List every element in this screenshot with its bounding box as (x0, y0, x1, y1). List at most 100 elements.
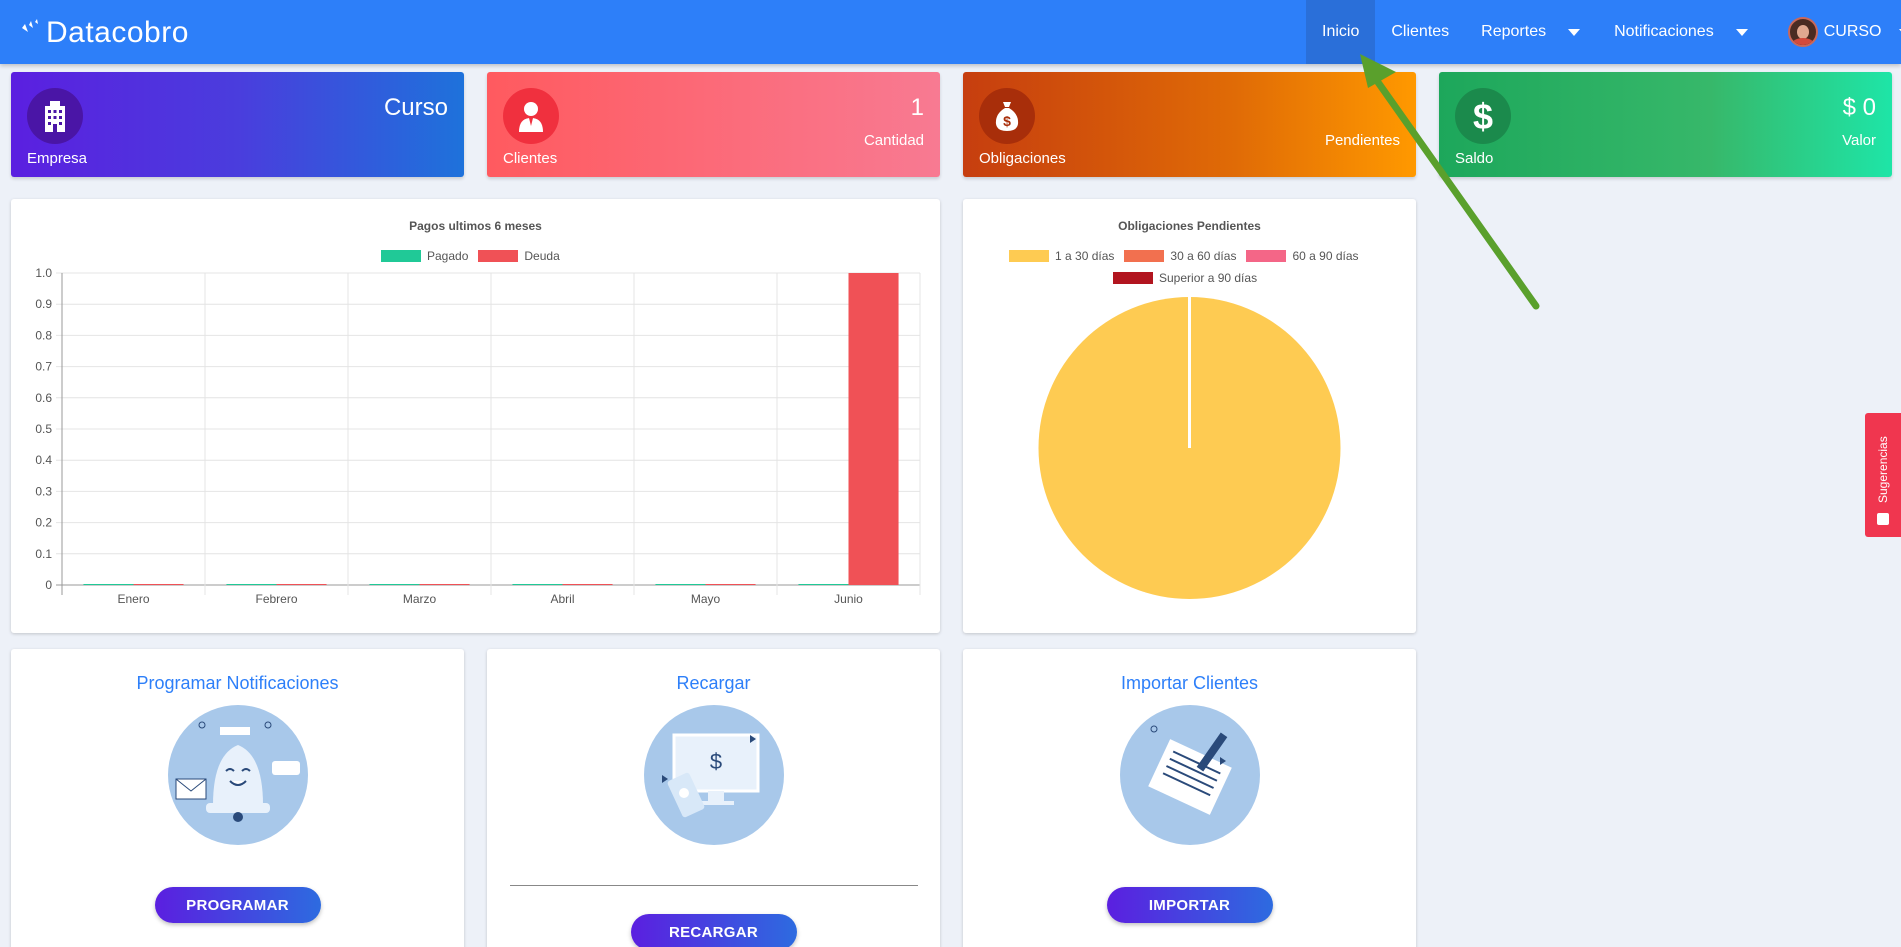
bar-pagado (83, 584, 134, 585)
card-obligaciones: $ Pendientes Obligaciones (963, 72, 1416, 177)
bell-notification-icon (167, 705, 308, 845)
bar-chart-panel: Pagos ultimos 6 meses Pagado Deuda 1.0 0.… (11, 199, 940, 633)
logo-text-cobro: cobro (111, 16, 189, 49)
legend-swatch-pagado (381, 250, 421, 262)
bar-deuda (419, 584, 470, 585)
y-tick-label: 0.1 (35, 547, 52, 561)
dollar-icon: $ (1455, 88, 1511, 144)
money-bag-icon: $ (979, 88, 1035, 144)
y-tick-label: 0 (45, 578, 52, 592)
action-card-programar: Programar Notificaciones PROGRAMAR (11, 649, 464, 947)
bar-pagado (655, 584, 706, 585)
action-title: Importar Clientes (1120, 673, 1259, 693)
y-tick-label: 0.3 (35, 484, 52, 498)
person-icon (503, 88, 559, 144)
y-tick-label: 0.4 (35, 453, 52, 467)
import-document-icon (1119, 705, 1260, 845)
main-nav: Inicio Clientes Reportes Notificaciones … (1306, 0, 1901, 64)
card-clientes: 1 Cantidad Clientes (487, 72, 940, 177)
bar-pagado (798, 584, 849, 585)
action-card-recargar: Recargar $ RECARGAR (487, 649, 940, 947)
legend-swatch-deuda (478, 250, 519, 262)
chevron-down-icon (1568, 28, 1581, 36)
bar-chart-title: Pagos ultimos 6 meses (409, 219, 542, 233)
bar-deuda (276, 584, 327, 585)
legend-label: Superior a 90 días (1159, 271, 1258, 285)
legend-swatch (1113, 272, 1153, 284)
nav-inicio-label: Inicio (1322, 23, 1360, 40)
legend-label: 1 a 30 días (1055, 249, 1115, 263)
card-value: 1 (910, 94, 924, 121)
card-sub: Valor (1842, 132, 1876, 149)
logo-text-data: Data (46, 16, 112, 49)
action-title: Programar Notificaciones (136, 673, 339, 693)
user-menu[interactable]: CURSO (1764, 0, 1901, 64)
chat-icon (1877, 513, 1889, 525)
svg-text:$: $ (1473, 98, 1493, 134)
bar-pagado (369, 584, 420, 585)
bar-pagado (226, 584, 277, 585)
user-name: CURSO (1823, 23, 1882, 40)
y-tick-label: 0.8 (35, 328, 52, 342)
nav-notificaciones-label: Notificaciones (1614, 23, 1714, 40)
recargar-button[interactable]: RECARGAR (630, 914, 797, 947)
card-empresa: Curso Empresa (11, 72, 464, 177)
pie-chart-panel: Obligaciones Pendientes 1 a 30 días 30 a… (963, 199, 1416, 633)
avatar (1787, 17, 1818, 47)
card-label: Clientes (503, 150, 558, 167)
bar-pagado (512, 584, 563, 585)
bar-deuda (562, 584, 613, 585)
legend-label: 60 a 90 días (1292, 249, 1359, 263)
bar-chart: 1.0 0.9 0.8 0.7 0.6 0.5 0.4 0.3 0.2 0.1 0 Enero Febr… (35, 266, 921, 606)
legend-swatch (1246, 250, 1287, 262)
pie-chart-title: Obligaciones Pendientes (1118, 219, 1261, 233)
programar-button[interactable]: PROGRAMAR (154, 887, 321, 923)
x-tick-label: Junio (834, 592, 863, 606)
x-tick-label: Enero (117, 592, 149, 606)
nav-clientes[interactable]: Clientes (1375, 0, 1465, 64)
card-value: Curso (383, 94, 448, 121)
bar-deuda (848, 273, 899, 585)
card-label: Obligaciones (979, 150, 1066, 167)
legend-swatch (1009, 250, 1049, 262)
y-tick-label: 0.5 (35, 422, 52, 436)
nav-inicio[interactable]: Inicio (1306, 0, 1376, 64)
legend-label-pagado: Pagado (427, 249, 469, 263)
y-tick-label: 1.0 (35, 266, 52, 280)
bar-chart-legend: Pagado Deuda (381, 249, 560, 263)
logo-birds-icon (22, 19, 38, 32)
importar-button[interactable]: IMPORTAR (1106, 887, 1273, 923)
card-value: $ 0 (1842, 94, 1876, 121)
suggestions-label: Sugerencias (1876, 436, 1890, 504)
pie-legend-row-2: Superior a 90 días (1113, 271, 1257, 285)
nav-reportes-label: Reportes (1481, 23, 1547, 40)
svg-text:$: $ (709, 749, 721, 774)
x-tick-label: Mayo (691, 592, 721, 606)
suggestions-tab[interactable]: Sugerencias (1865, 413, 1901, 537)
y-tick-label: 0.2 (35, 516, 52, 530)
nav-notificaciones[interactable]: Notificaciones (1596, 0, 1764, 64)
nav-clientes-label: Clientes (1391, 23, 1450, 40)
building-icon (27, 88, 83, 144)
nav-reportes[interactable]: Reportes (1465, 0, 1596, 64)
card-sub: Cantidad (863, 132, 924, 149)
chevron-down-icon (1899, 28, 1901, 36)
legend-label: 30 a 60 días (1170, 249, 1237, 263)
bar-deuda (705, 584, 756, 585)
x-tick-label: Febrero (255, 592, 297, 606)
legend-label-deuda: Deuda (524, 249, 560, 263)
pie-legend-row-1: 1 a 30 días 30 a 60 días 60 a 90 días (1009, 249, 1359, 263)
x-tick-label: Marzo (403, 592, 437, 606)
bar-deuda (133, 584, 184, 585)
y-tick-label: 0.9 (35, 297, 52, 311)
recharge-monitor-icon: $ (643, 705, 784, 845)
y-tick-label: 0.6 (35, 391, 52, 405)
card-label: Empresa (27, 150, 88, 167)
action-card-importar: Importar Clientes IMPORTAR (963, 649, 1416, 947)
svg-text:$: $ (1003, 113, 1011, 129)
y-tick-label: 0.7 (35, 360, 52, 374)
card-sub: Pendientes (1324, 132, 1400, 149)
datacobro-logo[interactable]: Data cobro (18, 10, 189, 56)
pie-chart (1038, 297, 1341, 599)
top-navbar: Data cobro Inicio Clientes Reportes Notif… (0, 0, 1901, 64)
